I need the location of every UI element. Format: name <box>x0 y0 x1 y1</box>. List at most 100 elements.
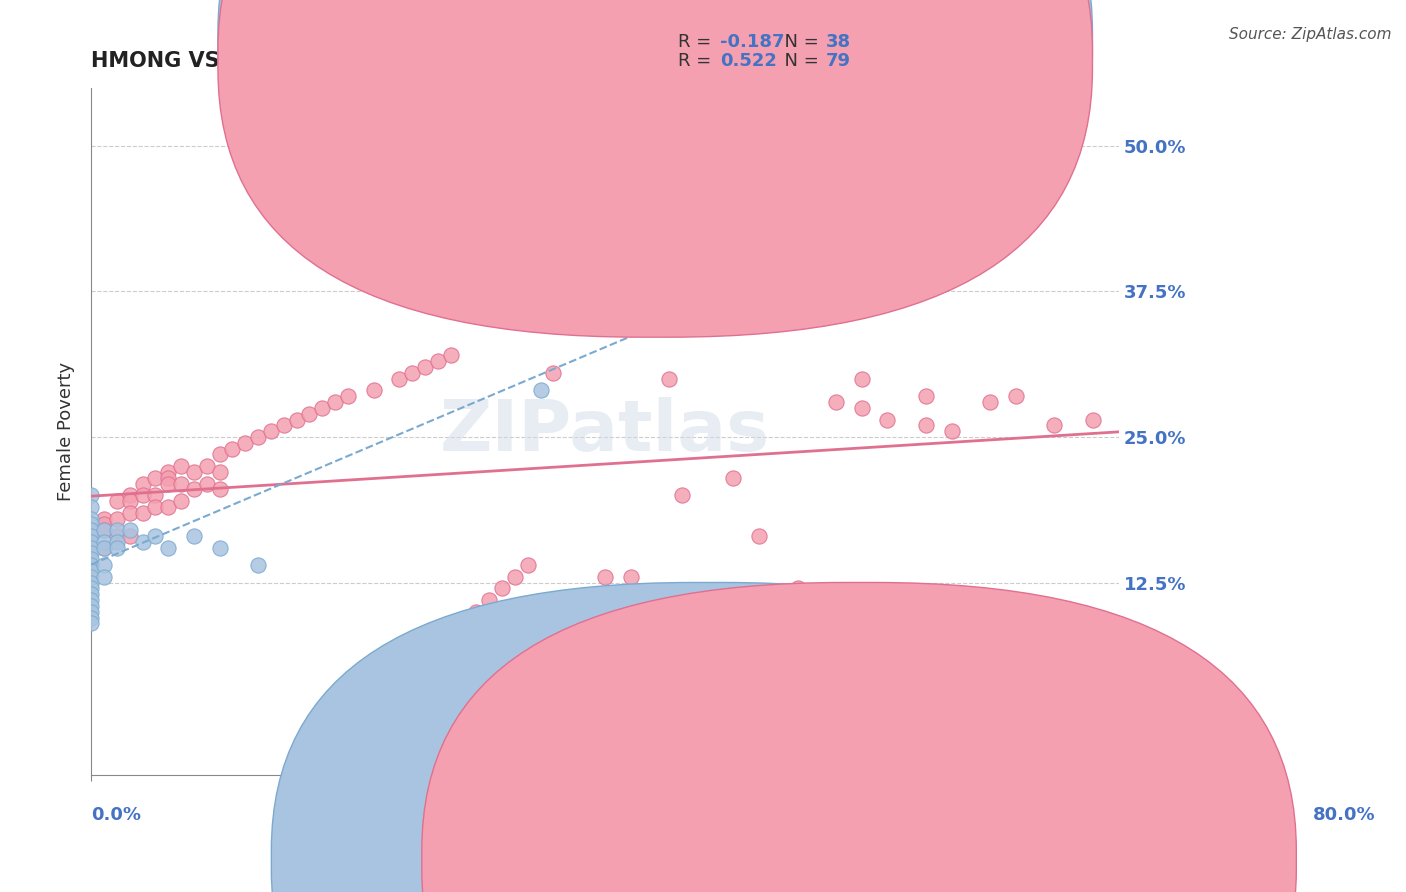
Point <box>80 529 103 543</box>
Point <box>183 465 205 479</box>
Point <box>363 384 385 398</box>
Point <box>157 541 180 555</box>
Point <box>568 605 591 619</box>
Point <box>388 372 411 386</box>
Point <box>465 605 488 619</box>
Point <box>131 488 153 502</box>
Point <box>233 435 256 450</box>
Point <box>170 459 193 474</box>
Point <box>260 424 283 438</box>
Point <box>876 412 898 426</box>
Point <box>247 430 270 444</box>
Point <box>748 529 770 543</box>
Point <box>80 488 103 502</box>
Point <box>80 511 103 525</box>
Text: 0.522: 0.522 <box>720 52 776 70</box>
Point <box>247 558 270 573</box>
Point <box>440 348 463 362</box>
Point <box>323 395 346 409</box>
Text: HMONG VS FRENCH CANADIAN FEMALE POVERTY CORRELATION CHART: HMONG VS FRENCH CANADIAN FEMALE POVERTY … <box>91 51 922 70</box>
Point <box>131 476 153 491</box>
Point <box>80 534 103 549</box>
Point <box>285 412 308 426</box>
Text: -0.187: -0.187 <box>720 33 785 51</box>
Point <box>105 534 128 549</box>
Point <box>80 558 103 573</box>
Text: N =: N = <box>773 52 825 70</box>
Point <box>80 616 103 631</box>
Point <box>105 494 128 508</box>
Text: N =: N = <box>773 33 825 51</box>
Point <box>1081 412 1104 426</box>
Point <box>105 523 128 537</box>
Point <box>208 541 231 555</box>
Point <box>503 570 526 584</box>
Point <box>530 232 553 246</box>
Point <box>658 372 681 386</box>
Point <box>105 541 128 555</box>
Point <box>273 418 295 433</box>
Point <box>118 488 141 502</box>
Point <box>80 564 103 578</box>
Point <box>491 582 513 596</box>
Text: R =: R = <box>678 33 717 51</box>
Point <box>145 500 167 514</box>
Point <box>105 511 128 525</box>
Point <box>80 541 103 555</box>
Point <box>157 476 180 491</box>
Point <box>93 558 115 573</box>
Point <box>208 483 231 497</box>
Point <box>208 447 231 461</box>
Text: 79: 79 <box>825 52 851 70</box>
Text: 0.0%: 0.0% <box>91 805 141 823</box>
Point <box>170 476 193 491</box>
Point <box>93 570 115 584</box>
Point <box>401 366 423 380</box>
Point <box>80 610 103 624</box>
Point <box>80 587 103 601</box>
Point <box>941 424 963 438</box>
Point <box>593 570 616 584</box>
Point <box>298 407 321 421</box>
Point <box>311 401 333 415</box>
Point <box>851 401 873 415</box>
Point <box>543 366 565 380</box>
Point <box>208 465 231 479</box>
Point <box>157 471 180 485</box>
Point <box>80 582 103 596</box>
Point <box>80 570 103 584</box>
Point <box>671 488 693 502</box>
Point <box>1043 418 1066 433</box>
Point <box>93 534 115 549</box>
Text: ZIPatlas: ZIPatlas <box>440 397 770 466</box>
Point <box>118 506 141 520</box>
Point <box>93 523 115 537</box>
Text: French Canadians: French Canadians <box>890 846 1050 863</box>
Text: Source: ZipAtlas.com: Source: ZipAtlas.com <box>1229 27 1392 42</box>
Point <box>723 471 745 485</box>
Point <box>516 558 538 573</box>
Point <box>851 372 873 386</box>
Point <box>979 395 1001 409</box>
Point <box>80 605 103 619</box>
Text: R =: R = <box>678 52 717 70</box>
Point <box>825 395 848 409</box>
Point <box>80 500 103 514</box>
Point <box>530 384 553 398</box>
Point <box>413 360 436 375</box>
Point <box>195 476 218 491</box>
Point <box>1005 389 1028 403</box>
Point <box>157 465 180 479</box>
Point <box>93 511 115 525</box>
Point <box>118 494 141 508</box>
Y-axis label: Female Poverty: Female Poverty <box>58 361 75 500</box>
Point <box>915 389 938 403</box>
Point <box>80 593 103 607</box>
Point <box>593 628 616 642</box>
Point <box>93 541 115 555</box>
Point <box>80 575 103 590</box>
Point <box>426 354 449 368</box>
Point <box>118 523 141 537</box>
Point <box>145 488 167 502</box>
Point <box>80 599 103 613</box>
